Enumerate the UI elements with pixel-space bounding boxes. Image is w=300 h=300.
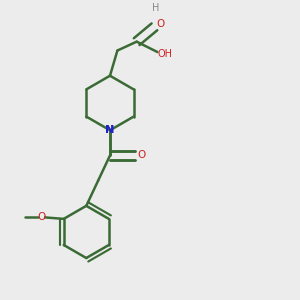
Text: O: O: [156, 19, 164, 29]
Text: O: O: [138, 151, 146, 160]
Text: OH: OH: [157, 50, 172, 59]
Text: H: H: [152, 3, 160, 13]
Text: N: N: [105, 125, 115, 135]
Text: O: O: [37, 212, 46, 222]
Text: N: N: [105, 125, 115, 135]
